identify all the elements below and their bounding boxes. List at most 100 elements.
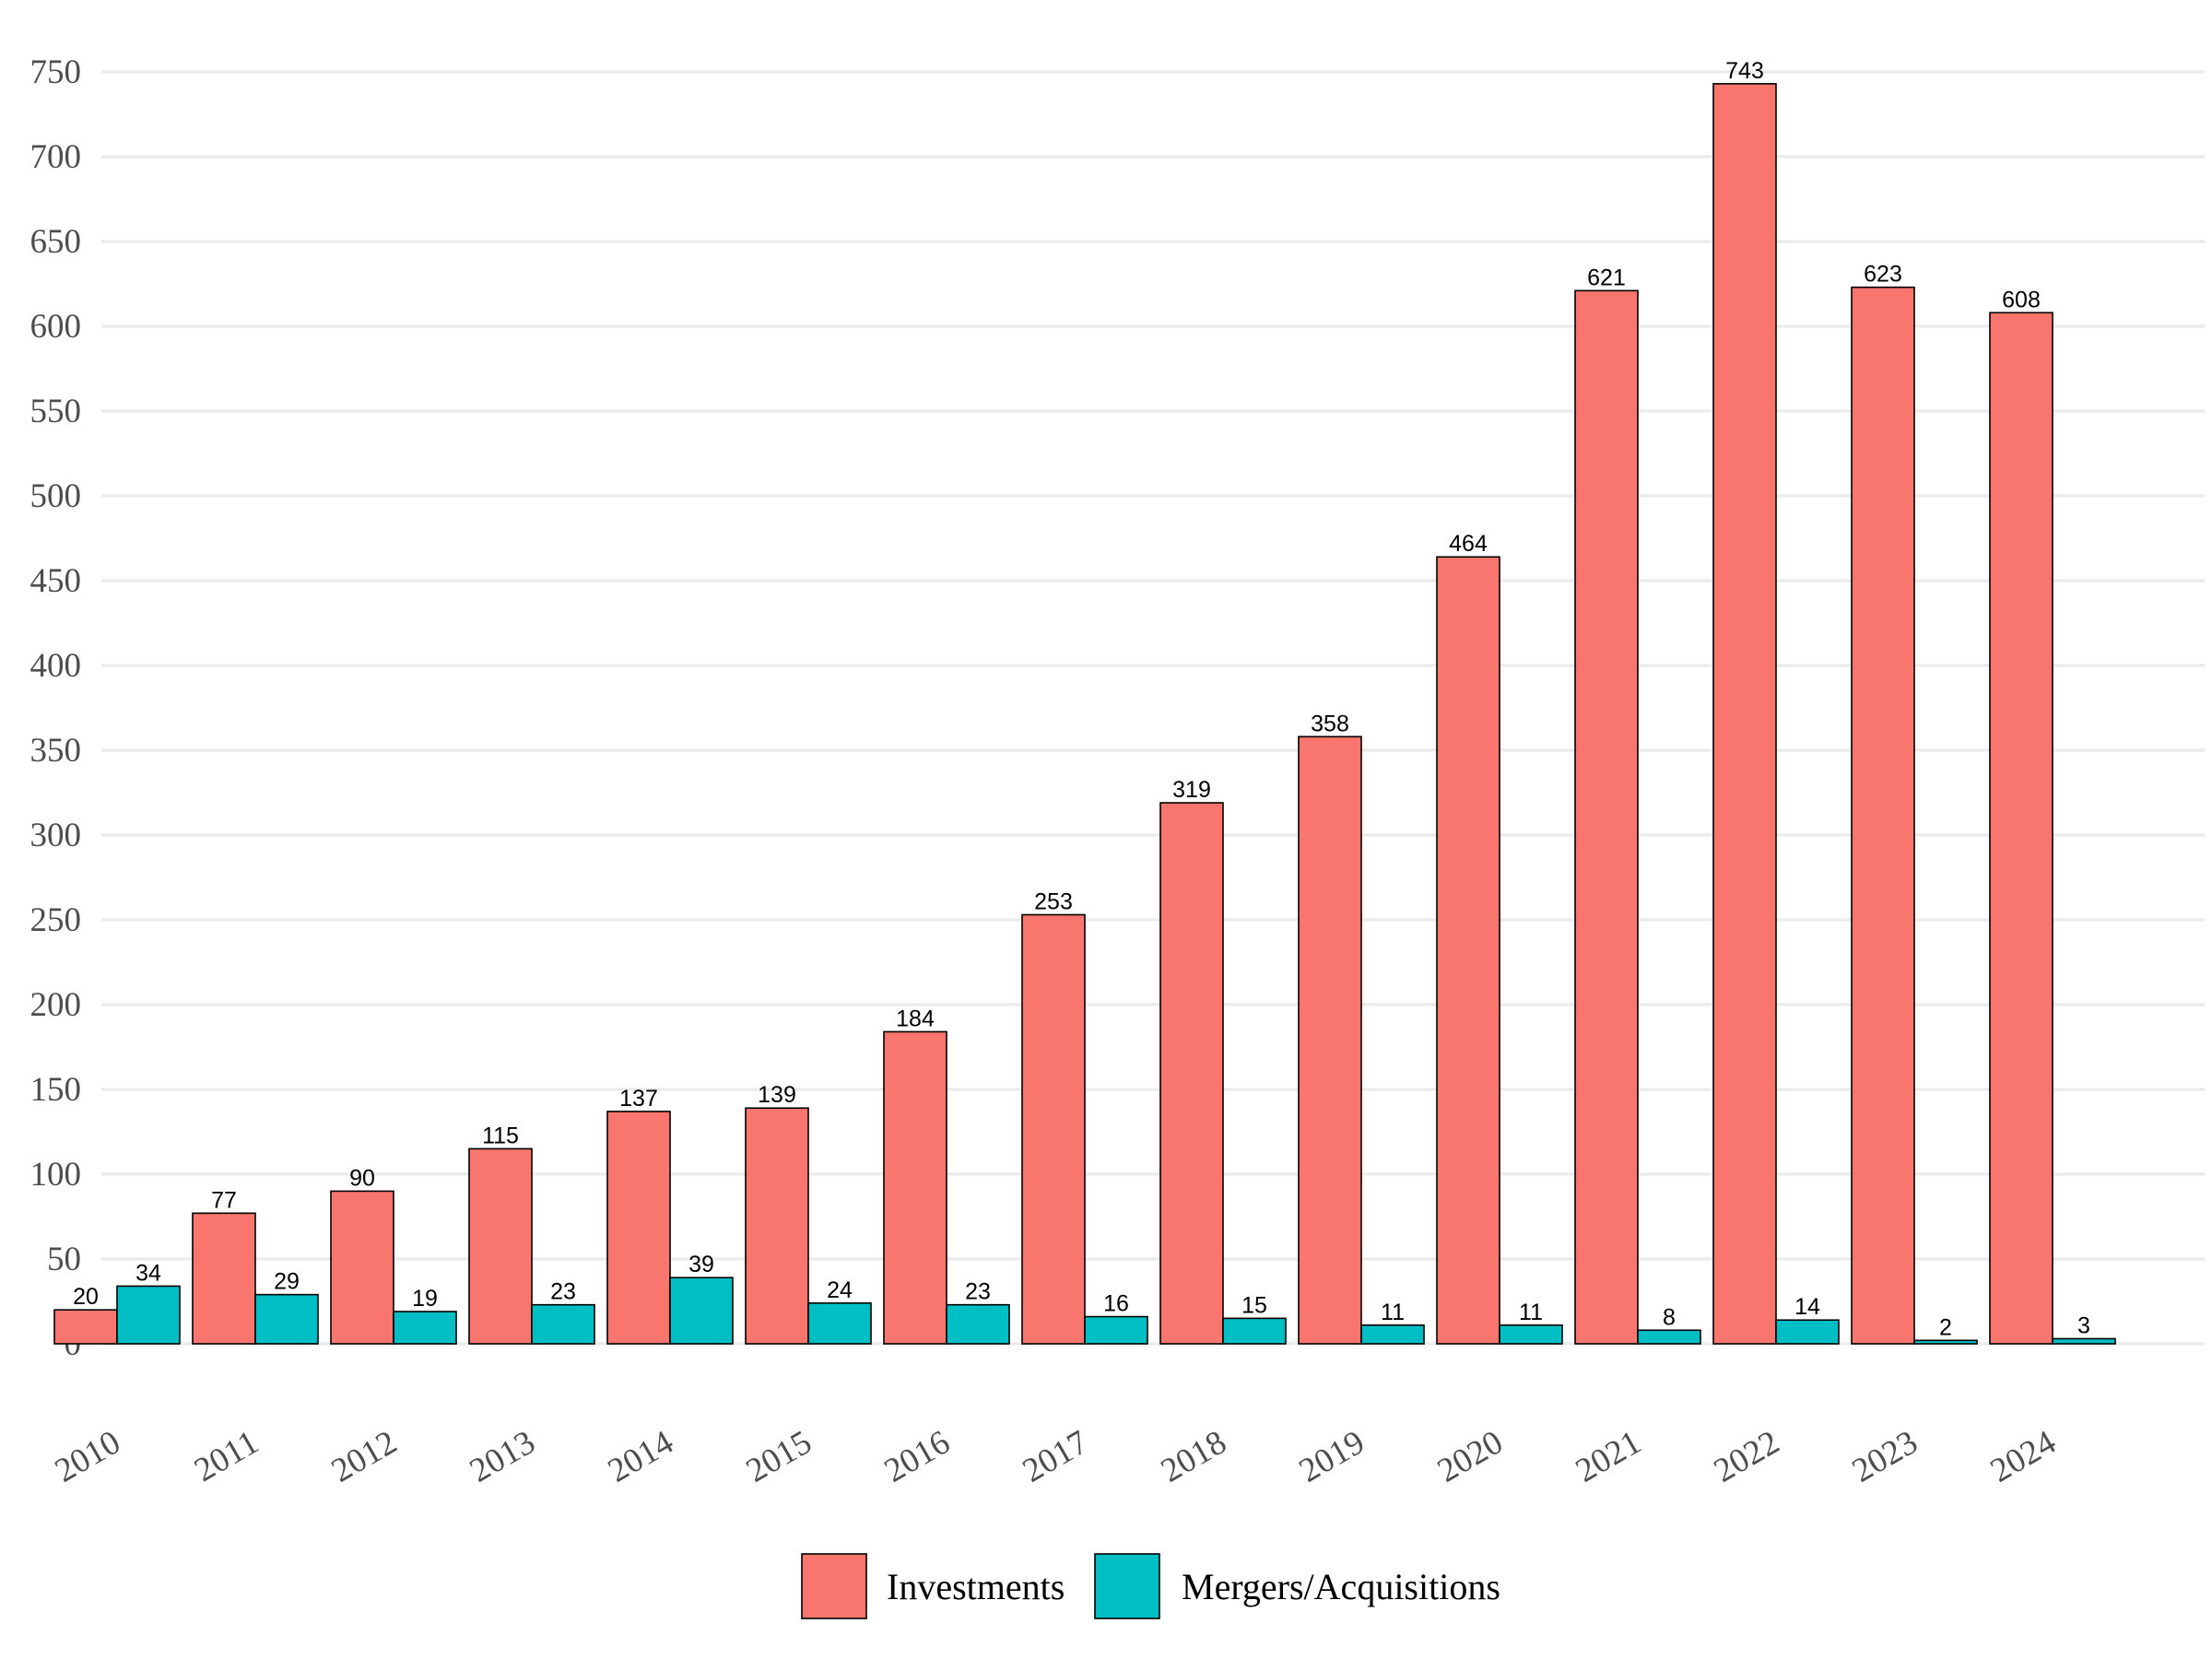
data-label: 115 xyxy=(482,1123,519,1148)
bar-mergers-acquisitions xyxy=(807,1302,872,1345)
x-tick-label: 2010 xyxy=(49,1423,127,1490)
x-tick-label: 2018 xyxy=(1155,1423,1233,1490)
data-label: 623 xyxy=(1864,262,1902,288)
y-tick-label: 600 xyxy=(30,308,82,346)
data-label: 11 xyxy=(1519,1300,1543,1325)
bar-investments xyxy=(53,1309,118,1345)
y-tick-label: 50 xyxy=(47,1241,81,1278)
data-label: 90 xyxy=(349,1165,375,1191)
y-tick-label: 300 xyxy=(30,817,82,854)
bar-investments xyxy=(883,1030,947,1345)
bar-mergers-acquisitions xyxy=(1775,1319,1840,1345)
y-tick-label: 150 xyxy=(30,1071,82,1109)
bar-mergers-acquisitions xyxy=(116,1285,181,1345)
legend-label: Mergers/Acquisitions xyxy=(1182,1566,1500,1607)
data-label: 184 xyxy=(896,1006,935,1031)
data-label: 20 xyxy=(73,1284,99,1310)
y-tick-label: 500 xyxy=(30,477,82,515)
bar-mergers-acquisitions xyxy=(1222,1317,1287,1345)
x-tick-label: 2022 xyxy=(1708,1423,1786,1490)
bar-investments xyxy=(745,1107,809,1345)
data-label: 137 xyxy=(619,1086,658,1112)
bar-mergers-acquisitions xyxy=(254,1293,319,1345)
bar-investments xyxy=(1298,735,1362,1345)
data-label: 464 xyxy=(1449,531,1488,557)
data-label: 29 xyxy=(274,1269,300,1295)
data-label: 358 xyxy=(1311,711,1349,736)
y-tick-label: 400 xyxy=(30,647,82,685)
data-label: 139 xyxy=(758,1082,796,1108)
y-tick-label: 450 xyxy=(30,562,82,600)
data-label: 19 xyxy=(412,1286,438,1312)
y-tick-label: 100 xyxy=(30,1156,82,1194)
bar-investments xyxy=(1712,83,1777,1345)
x-tick-label: 2023 xyxy=(1846,1423,1924,1490)
data-label: 77 xyxy=(211,1187,237,1213)
x-tick-label: 2019 xyxy=(1293,1423,1371,1490)
y-tick-label: 700 xyxy=(30,138,82,176)
data-label: 11 xyxy=(1381,1300,1405,1325)
y-axis-ticks: 0501001502002503003504004505005506006507… xyxy=(30,53,82,1363)
data-label: 23 xyxy=(965,1279,991,1305)
x-tick-label: 2014 xyxy=(602,1423,680,1490)
legend-label: Investments xyxy=(887,1566,1065,1607)
data-label: 621 xyxy=(1587,265,1626,290)
data-label: 743 xyxy=(1725,58,1764,84)
data-label: 24 xyxy=(827,1277,853,1303)
bar-mergers-acquisitions xyxy=(1499,1324,1563,1345)
bar-investments xyxy=(1989,312,2053,1345)
bar-mergers-acquisitions xyxy=(2052,1337,2116,1345)
y-tick-label: 550 xyxy=(30,393,82,430)
bar-investments xyxy=(192,1212,256,1345)
legend-key xyxy=(801,1553,867,1619)
bar-investments xyxy=(1574,289,1639,1345)
x-tick-label: 2024 xyxy=(1984,1423,2063,1490)
bar-investments xyxy=(1159,802,1224,1345)
data-label: 2 xyxy=(1939,1314,1952,1340)
bar-mergers-acquisitions xyxy=(1360,1324,1425,1345)
data-label: 15 xyxy=(1241,1292,1267,1318)
data-label: 34 xyxy=(135,1260,161,1286)
bar-mergers-acquisitions xyxy=(531,1303,595,1345)
data-label: 23 xyxy=(550,1279,576,1305)
bar-mergers-acquisitions xyxy=(1913,1339,1978,1345)
data-label: 608 xyxy=(2002,287,2041,312)
data-label: 319 xyxy=(1172,777,1211,803)
bar-mergers-acquisitions xyxy=(1637,1329,1701,1345)
data-label: 3 xyxy=(2077,1312,2090,1338)
data-label: 39 xyxy=(688,1252,714,1277)
data-label: 14 xyxy=(1794,1294,1820,1320)
data-label: 16 xyxy=(1103,1291,1129,1317)
bar-investments xyxy=(606,1111,671,1345)
data-label: 253 xyxy=(1034,888,1073,914)
bar-mergers-acquisitions xyxy=(946,1303,1010,1345)
y-tick-label: 650 xyxy=(30,223,82,261)
x-tick-label: 2013 xyxy=(464,1423,542,1490)
bar-mergers-acquisitions xyxy=(669,1277,734,1345)
x-tick-label: 2012 xyxy=(325,1423,404,1490)
x-tick-label: 2015 xyxy=(740,1423,818,1490)
bar-mergers-acquisitions xyxy=(393,1311,457,1345)
legend-key xyxy=(1094,1553,1160,1619)
y-tick-label: 750 xyxy=(30,53,82,91)
x-tick-label: 2020 xyxy=(1431,1423,1510,1490)
bar-investments xyxy=(330,1190,394,1345)
x-tick-label: 2021 xyxy=(1570,1423,1648,1490)
bar-investments xyxy=(1021,913,1086,1345)
y-tick-label: 350 xyxy=(30,732,82,770)
x-axis-ticks: 2010 2011 2012 2013 2014 2015 2016 2017 2018 2019… xyxy=(49,1423,2063,1490)
legend: Investments Mergers/Acquisitions xyxy=(801,1553,1500,1619)
bars xyxy=(53,83,2116,1345)
x-tick-label: 2011 xyxy=(188,1423,265,1489)
y-tick-label: 200 xyxy=(30,986,82,1024)
bar-mergers-acquisitions xyxy=(1084,1315,1148,1345)
y-tick-label: 250 xyxy=(30,901,82,939)
bar-investments xyxy=(1851,286,1915,1345)
bar-investments xyxy=(1436,556,1500,1345)
bar-investments xyxy=(468,1147,533,1345)
data-label: 8 xyxy=(1663,1304,1676,1330)
x-tick-label: 2016 xyxy=(878,1423,957,1490)
